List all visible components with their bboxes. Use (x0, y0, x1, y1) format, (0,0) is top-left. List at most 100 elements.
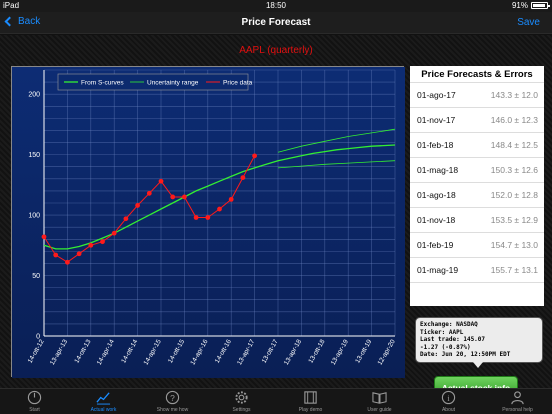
price-data-point (193, 215, 199, 220)
forecast-value: 155.7 ± 13.1 (490, 265, 538, 275)
status-bar: iPad 18:50 91% (0, 0, 552, 12)
forecast-value: 152.0 ± 12.8 (490, 190, 538, 200)
y-tick-label: 150 (28, 152, 40, 159)
y-tick-label: 200 (28, 92, 40, 99)
forecast-row[interactable]: 01-ago-17 143.3 ± 12.0 (410, 83, 544, 108)
status-right: 91% (512, 1, 550, 10)
gear-icon (234, 390, 249, 405)
legend-entry: From S-curves (81, 80, 124, 87)
forecast-row[interactable]: 01-feb-18 148.4 ± 12.5 (410, 133, 544, 158)
forecast-row[interactable]: 01-mag-18 150.3 ± 12.6 (410, 158, 544, 183)
forecast-panel: Price Forecasts & Errors 01-ago-17 143.3 … (410, 66, 544, 306)
save-button[interactable]: Save (517, 17, 540, 28)
chart-background (12, 67, 405, 378)
price-data-point (252, 153, 257, 159)
y-tick-label: 50 (32, 273, 40, 280)
forecast-row[interactable]: 01-ago-18 152.0 ± 12.8 (410, 183, 544, 208)
last-trade-text: Last trade: 145.07 (420, 336, 486, 343)
price-data-point (135, 203, 140, 208)
tab-label: About (441, 407, 456, 413)
legend-entry: Uncertainty range (147, 80, 199, 87)
tab-personal-help[interactable]: Personal help (483, 389, 552, 414)
forecast-date: 01-mag-18 (417, 165, 459, 175)
tab-label: User guide (367, 407, 392, 413)
tab-actual-work[interactable]: Actual work (69, 389, 138, 414)
date-text: Date: Jun 20, 12:50PM EDT (420, 351, 511, 358)
price-data-point (146, 190, 152, 196)
stock-info-callout: Exchange: NASDAQ Ticker: AAPL Last trade… (415, 317, 543, 368)
price-data-point (65, 259, 70, 265)
forecast-date: 01-ago-17 (417, 90, 456, 100)
price-data-point (217, 206, 222, 212)
price-data-point (88, 242, 94, 248)
forecast-value: 146.0 ± 12.3 (490, 115, 538, 125)
y-tick-label: 0 (36, 334, 40, 341)
price-data-point (53, 252, 59, 258)
film-icon (303, 390, 318, 405)
power-icon (27, 390, 42, 405)
tab-show-me-how[interactable]: ? Show me how (138, 389, 207, 414)
tab-label: Start (29, 407, 40, 413)
ticker-text: Ticker: AAPL (420, 328, 464, 336)
book-icon (372, 390, 387, 405)
forecast-date: 01-feb-18 (417, 140, 454, 150)
uncertainty-lower-line (277, 160, 396, 169)
price-data-point (123, 216, 129, 222)
chart-title: AAPL (quarterly) (239, 45, 313, 56)
change-text: -1.27 (-0.87%) (420, 343, 471, 351)
chart-icon (96, 390, 111, 405)
tab-play-demo[interactable]: Play demo (276, 389, 345, 414)
person-icon (510, 390, 525, 405)
chart-container: 0 50 100 150 200 14-ott-12 13-apr-13 14-ott-13 1… (11, 66, 405, 378)
svg-text:?: ? (170, 393, 175, 403)
forecast-date: 01-ago-18 (417, 190, 456, 200)
price-data-point (158, 178, 164, 184)
forecast-value: 153.5 ± 12.9 (490, 215, 538, 225)
tab-label: Actual work (90, 407, 117, 413)
price-data-point (182, 194, 187, 200)
page-title: Price Forecast (241, 17, 311, 28)
legend-entry: Price data (223, 80, 253, 87)
forecast-value: 143.3 ± 12.0 (490, 90, 538, 100)
uncertainty-upper-line (277, 128, 396, 153)
price-data-point (228, 196, 234, 202)
back-label: Back (18, 16, 41, 27)
nav-bar: Back Price Forecast Save (0, 12, 552, 34)
forecast-row[interactable]: 01-mag-19 155.7 ± 13.1 (410, 258, 544, 283)
legend-box (57, 73, 249, 91)
price-data-point (170, 194, 176, 200)
svg-text:i: i (447, 393, 450, 403)
main-area: AAPL (quarterly) 0 50 100 150 200 14-ott-12 13… (0, 35, 552, 399)
tab-settings[interactable]: Settings (207, 389, 276, 414)
tab-label: Play demo (298, 407, 323, 413)
tab-bar: Start Actual work? Show me how Settings Play… (0, 388, 552, 414)
price-data-point (240, 175, 246, 181)
tab-start[interactable]: Start (0, 389, 69, 414)
forecast-date: 01-nov-17 (417, 115, 456, 125)
price-data-point (111, 230, 117, 236)
forecast-row[interactable]: 01-feb-19 154.7 ± 13.0 (410, 233, 544, 258)
callout-pointer (473, 362, 483, 368)
tab-user-guide[interactable]: User guide (345, 389, 414, 414)
tab-label: Show me how (156, 407, 189, 413)
tab-about[interactable]: i About (414, 389, 483, 414)
forecast-row[interactable]: 01-nov-18 153.5 ± 12.9 (410, 208, 544, 233)
price-data-point (41, 234, 47, 240)
forecast-value: 150.3 ± 12.6 (490, 165, 538, 175)
forecast-date: 01-mag-19 (417, 265, 459, 275)
clock: 18:50 (265, 1, 287, 10)
exchange-text: Exchange: NASDAQ (420, 321, 478, 328)
forecast-list: 01-ago-17 143.3 ± 12.0 01-nov-17 146.0 ± 12… (410, 83, 544, 283)
forecast-date: 01-nov-18 (417, 215, 456, 225)
device-name: iPad (3, 1, 20, 10)
forecast-row[interactable]: 01-nov-17 146.0 ± 12.3 (410, 108, 544, 133)
forecast-value: 154.7 ± 13.0 (490, 240, 538, 250)
price-data-point (205, 215, 211, 220)
battery-icon (531, 2, 550, 9)
question-icon: ? (165, 390, 180, 405)
price-data-point (76, 251, 82, 257)
back-button[interactable]: Back (4, 16, 41, 27)
y-tick-label: 100 (28, 213, 40, 220)
forecast-value: 148.4 ± 12.5 (490, 140, 538, 150)
